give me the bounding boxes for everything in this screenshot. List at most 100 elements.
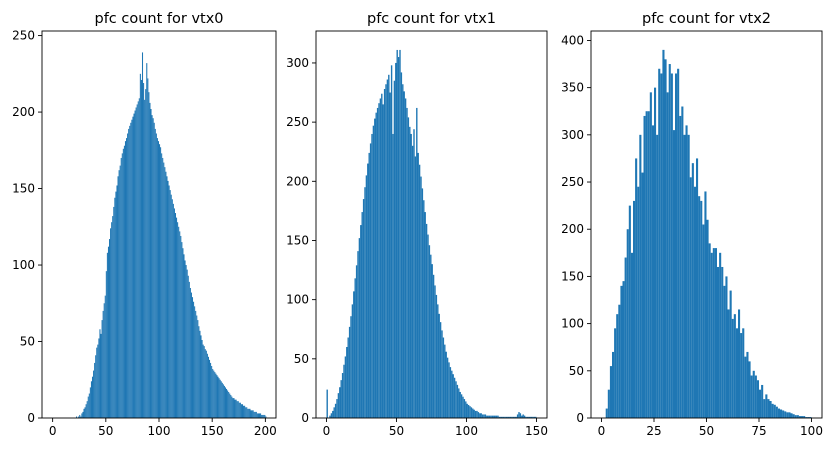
histogram-bar [458, 388, 460, 418]
histogram-bar [257, 413, 259, 418]
histogram-bar [379, 98, 382, 419]
histogram-bar [246, 407, 248, 418]
histogram-bar [101, 320, 103, 418]
histogram-bar [76, 416, 78, 418]
histogram-bars [326, 49, 537, 419]
histogram-bar [719, 252, 722, 418]
histogram-bar [479, 413, 481, 418]
histogram-bar [244, 405, 246, 418]
y-tick-label: 300 [286, 56, 309, 70]
histogram-bar [738, 309, 741, 418]
histogram-bar [714, 248, 717, 418]
histogram-bar [118, 170, 120, 418]
histogram-bar [748, 361, 751, 418]
histogram-bar [157, 141, 159, 418]
histogram-bar [637, 186, 640, 418]
histogram-bar [410, 133, 412, 418]
histogram-bar [110, 228, 112, 418]
histogram-bar [365, 175, 368, 418]
histogram-bar [164, 167, 166, 418]
histogram-bar [704, 191, 707, 418]
histogram-bar [211, 365, 213, 418]
histogram-bar [205, 350, 207, 418]
histogram-bar [535, 416, 537, 418]
histogram-bar [525, 416, 527, 418]
histogram-bar [245, 407, 247, 418]
histogram-bar [453, 377, 456, 418]
histogram-bar [495, 415, 498, 418]
histogram-bar [508, 416, 510, 418]
histogram-bar [677, 68, 680, 418]
histogram-bar [176, 217, 178, 418]
histogram-bar [507, 416, 509, 418]
histogram-bar [131, 119, 133, 418]
histogram-bar [216, 375, 218, 418]
histogram-bar [487, 415, 489, 418]
histogram-bar [735, 328, 738, 418]
histogram-bar [761, 384, 764, 418]
histogram-bar [390, 65, 393, 418]
y-tick-label: 50 [294, 352, 309, 366]
histogram-bar [505, 416, 508, 418]
histogram-bar [218, 378, 220, 418]
histogram-bar [340, 380, 342, 418]
histogram-bar [346, 346, 348, 418]
histogram-bar [395, 62, 397, 418]
histogram-bar [504, 416, 506, 418]
histogram-bar [215, 373, 217, 418]
histogram-bar [95, 355, 97, 418]
histogram-bar [252, 410, 254, 418]
histogram-bar [253, 411, 255, 418]
histogram-bar [406, 107, 408, 419]
histogram-bar [411, 145, 414, 419]
histogram-bar [251, 410, 253, 418]
y-tick-label: 350 [561, 81, 584, 95]
y-tick-label: 150 [286, 233, 309, 247]
histogram-bar [740, 333, 743, 418]
histogram-bar [397, 57, 400, 418]
histogram-bar [470, 407, 473, 418]
chart-title: pfc count for vtx0 [94, 11, 223, 27]
histogram-bar [367, 163, 369, 418]
histogram-bar [529, 416, 531, 418]
histogram-bar [261, 414, 263, 418]
histogram-bar [654, 87, 657, 418]
x-tick-label: 75 [751, 424, 766, 438]
histogram-bar [214, 372, 216, 418]
histogram-bar [191, 297, 194, 418]
histogram-bar [430, 254, 432, 418]
histogram-bar [112, 216, 114, 418]
histogram-bar [752, 370, 755, 418]
histogram-bar [759, 389, 762, 418]
histogram-bar [166, 176, 168, 418]
y-tick-label: 50 [569, 364, 584, 378]
histogram-bar [236, 401, 238, 418]
histogram-bar [196, 315, 198, 418]
histogram-bar [769, 401, 772, 418]
histogram-bar [156, 138, 158, 418]
histogram-bar [404, 98, 407, 419]
histogram-bar [228, 392, 230, 418]
histogram-bar [351, 304, 354, 418]
histogram-bar [416, 107, 418, 419]
histogram-bar [662, 49, 665, 418]
histogram-bar [372, 125, 375, 419]
histogram-bar [413, 129, 415, 419]
histogram-bar [805, 417, 808, 418]
histogram-bar [523, 415, 526, 418]
histogram-bar [339, 387, 341, 418]
histogram-bar [256, 413, 258, 418]
histogram-bar [509, 416, 512, 418]
histogram-bar [148, 92, 150, 418]
histogram-bar [330, 413, 333, 418]
x-tick-label: 150 [525, 424, 548, 438]
histogram-bar [147, 78, 149, 419]
histogram-bar [226, 388, 228, 418]
histogram-bar [250, 410, 252, 418]
histogram-bar [710, 252, 713, 418]
histogram-bar [472, 408, 474, 418]
histogram-bar [233, 398, 235, 418]
histogram-bar [463, 399, 466, 418]
histogram-bar [399, 49, 401, 418]
histogram-bar [150, 109, 152, 418]
